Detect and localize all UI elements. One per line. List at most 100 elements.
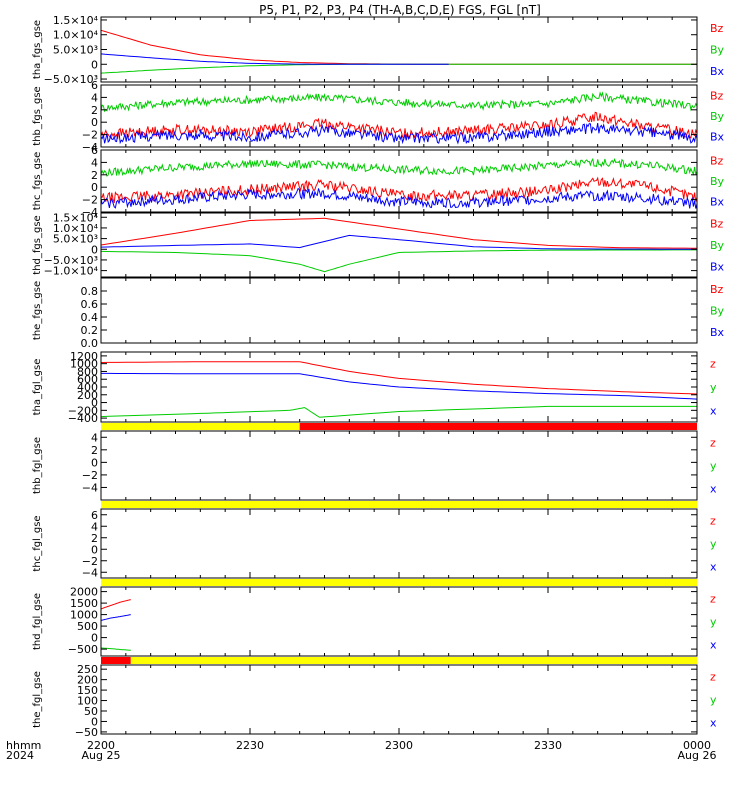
y-tick-label: 1500 bbox=[70, 597, 98, 610]
y-tick-label: 0 bbox=[91, 543, 98, 556]
y-axis-label: thb_fgs_gse bbox=[32, 86, 43, 145]
status-bar-yellow bbox=[101, 501, 697, 508]
y-axis-label: thb_fgl_gse bbox=[32, 437, 43, 494]
y-tick-label: −1.0×10⁴ bbox=[44, 265, 99, 278]
legend-item-y: y bbox=[710, 616, 717, 629]
time-tick-label: 2300 bbox=[385, 739, 413, 752]
panel-frame bbox=[100, 586, 698, 657]
y-axis-label: tha_fgs_gse bbox=[32, 20, 43, 79]
y-tick-label: −200 bbox=[68, 404, 98, 417]
y-tick-label: 1.5×10⁴ bbox=[53, 211, 99, 224]
year-label: 2024 bbox=[6, 749, 34, 762]
y-axis-label: tha_fgl_gse bbox=[32, 359, 43, 416]
panel-thb_fgl_gse: −4−2024 thb_fgl_gse zyx bbox=[32, 430, 717, 508]
panels: −5.0×10³05.0×10³1.0×10⁴1.5×10⁴tha_fgs_gs… bbox=[32, 14, 725, 739]
y-tick-label: 4 bbox=[91, 156, 98, 169]
time-tick-label: 2330 bbox=[534, 739, 562, 752]
y-tick-label: 5.0×10³ bbox=[53, 44, 98, 57]
status-bar-yellow bbox=[101, 579, 697, 586]
series-z-line bbox=[100, 599, 131, 610]
legend-item-y: y bbox=[710, 538, 717, 551]
y-tick-label: −2 bbox=[82, 129, 98, 142]
y-tick-label: 500 bbox=[77, 620, 98, 633]
legend-item-z: z bbox=[710, 358, 716, 371]
legend-item-By: By bbox=[710, 239, 725, 252]
y-tick-label: 2 bbox=[91, 532, 98, 545]
legend-item-Bz: Bz bbox=[710, 218, 724, 231]
y-tick-label: 2 bbox=[91, 104, 98, 117]
legend-item-Bz: Bz bbox=[710, 154, 724, 167]
y-tick-label: 1000 bbox=[70, 358, 98, 371]
y-tick-label: −5.0×10³ bbox=[44, 73, 98, 86]
y-tick-label: 1000 bbox=[70, 609, 98, 622]
panel-frame bbox=[100, 277, 698, 344]
y-tick-label: 50 bbox=[84, 705, 98, 718]
y-tick-label: 150 bbox=[77, 684, 98, 697]
legend-item-z: z bbox=[710, 437, 716, 450]
y-tick-label: 2 bbox=[91, 444, 98, 457]
y-axis-label: the_fgs_gse bbox=[32, 281, 43, 340]
y-tick-label: 2000 bbox=[70, 586, 98, 599]
series-x-line bbox=[101, 372, 698, 400]
legend-item-Bx: Bx bbox=[710, 65, 725, 78]
y-tick-label: −2 bbox=[82, 469, 98, 482]
legend-item-x: x bbox=[710, 717, 717, 730]
y-tick-label: 0 bbox=[91, 58, 98, 71]
panel-frame bbox=[100, 84, 698, 148]
y-tick-label: 1200 bbox=[70, 350, 98, 363]
y-tick-label: 0 bbox=[91, 397, 98, 410]
y-tick-label: 0.6 bbox=[81, 298, 99, 311]
panel-tha_fgs_gse: −5.0×10³ 05.0×10³ 1.0×10⁴ 1.5×10⁴ tha_fgs_gs… bbox=[32, 14, 725, 86]
legend-item-By: By bbox=[710, 110, 725, 123]
series-By-line bbox=[100, 157, 698, 177]
legend-item-y: y bbox=[710, 460, 717, 473]
y-tick-label: 800 bbox=[77, 365, 98, 378]
legend-item-y: y bbox=[710, 381, 717, 394]
series-y-line bbox=[101, 647, 131, 651]
y-tick-label: −5.0×10³ bbox=[44, 254, 98, 267]
series-Bx-line bbox=[100, 53, 449, 65]
legend-item-Bx: Bx bbox=[710, 131, 725, 144]
y-axis-label: thd_fgs_gse bbox=[32, 215, 43, 274]
plot-title: P5, P1, P2, P3, P4 (TH-A,B,C,D,E) FGS, F… bbox=[259, 3, 541, 17]
legend-item-By: By bbox=[710, 305, 725, 318]
legend-item-By: By bbox=[710, 175, 725, 188]
y-tick-label: −50 bbox=[75, 726, 98, 739]
y-tick-label: −500 bbox=[68, 643, 98, 656]
y-tick-label: 0 bbox=[91, 116, 98, 129]
y-tick-label: 6 bbox=[91, 509, 98, 522]
legend-item-x: x bbox=[710, 561, 717, 574]
legend-item-z: z bbox=[710, 593, 716, 606]
y-tick-label: −4 bbox=[82, 481, 98, 494]
y-tick-label: 1.0×10⁴ bbox=[53, 222, 99, 235]
legend-item-x: x bbox=[710, 483, 717, 496]
series-By-line bbox=[100, 91, 698, 113]
time-tick-label: 2230 bbox=[236, 739, 264, 752]
y-tick-label: 200 bbox=[77, 674, 98, 687]
time-axis: hhmm 2024 2200 2230 2300 2330 0000 Aug 25 Aug … bbox=[6, 739, 716, 762]
y-tick-label: 600 bbox=[77, 373, 98, 386]
date-label: Aug 25 bbox=[82, 749, 121, 762]
legend-item-Bx: Bx bbox=[710, 260, 725, 273]
y-tick-label: 0 bbox=[91, 715, 98, 728]
y-axis-label: thc_fgs_gse bbox=[32, 152, 43, 211]
y-tick-label: 0 bbox=[91, 181, 98, 194]
y-tick-label: 0.0 bbox=[81, 337, 99, 350]
y-axis-label: thc_fgl_gse bbox=[32, 515, 43, 571]
panel-frame bbox=[100, 16, 698, 83]
status-bar-red bbox=[101, 657, 131, 664]
y-tick-label: −4 bbox=[82, 566, 98, 579]
status-bar-yellow bbox=[130, 657, 698, 664]
series-x-line bbox=[100, 614, 131, 621]
panel-frame bbox=[100, 664, 698, 735]
series-Bx-line bbox=[100, 123, 698, 145]
series-Bx-line bbox=[100, 187, 698, 209]
y-tick-label: 1.0×10⁴ bbox=[53, 29, 99, 42]
legend-item-Bz: Bz bbox=[710, 22, 724, 35]
series-Bz-line bbox=[100, 176, 698, 204]
y-tick-label: −2 bbox=[82, 194, 98, 207]
